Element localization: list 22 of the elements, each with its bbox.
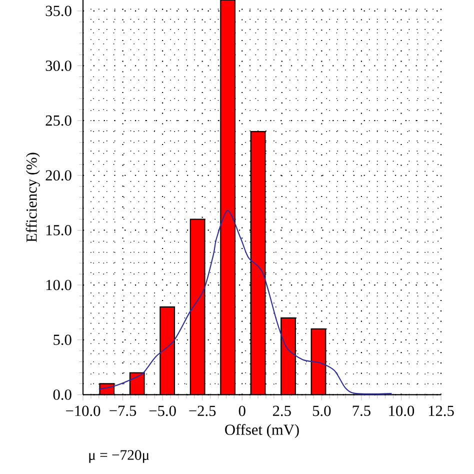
x-tick-label: 12.5 (428, 406, 454, 416)
x-tick-label: 10.0 (389, 406, 414, 416)
y-tick-label: 35.0 (46, 6, 72, 16)
y-tick-label: 0.0 (53, 389, 72, 400)
x-tick-label: 2.5 (272, 406, 291, 416)
line-series (98, 210, 392, 394)
y-tick-label: 5.0 (54, 334, 72, 346)
y-tick-label: 20.0 (46, 170, 72, 181)
x-tick-label: 0 (238, 406, 246, 416)
x-tick-label: −7.5 (110, 406, 136, 416)
y-tick-label: 15.0 (46, 225, 72, 236)
x-tick-label: −5.0 (149, 406, 176, 416)
y-tick-label: 10.0 (46, 280, 72, 290)
x-axis-title: Offset (mV) (225, 424, 299, 438)
text: μ = −720μ (89, 450, 150, 463)
x-tick-label: −2.5 (189, 406, 216, 416)
y-tick-label: 30.0 (46, 60, 72, 71)
x-tick-label: −10.0 (66, 406, 100, 416)
x-tick-label: 5.0 (312, 406, 331, 416)
y-axis-title: Efficiency (%) (26, 152, 40, 242)
x-tick-label: 7.5 (352, 406, 370, 416)
y-tick-label: 25.0 (46, 115, 72, 126)
